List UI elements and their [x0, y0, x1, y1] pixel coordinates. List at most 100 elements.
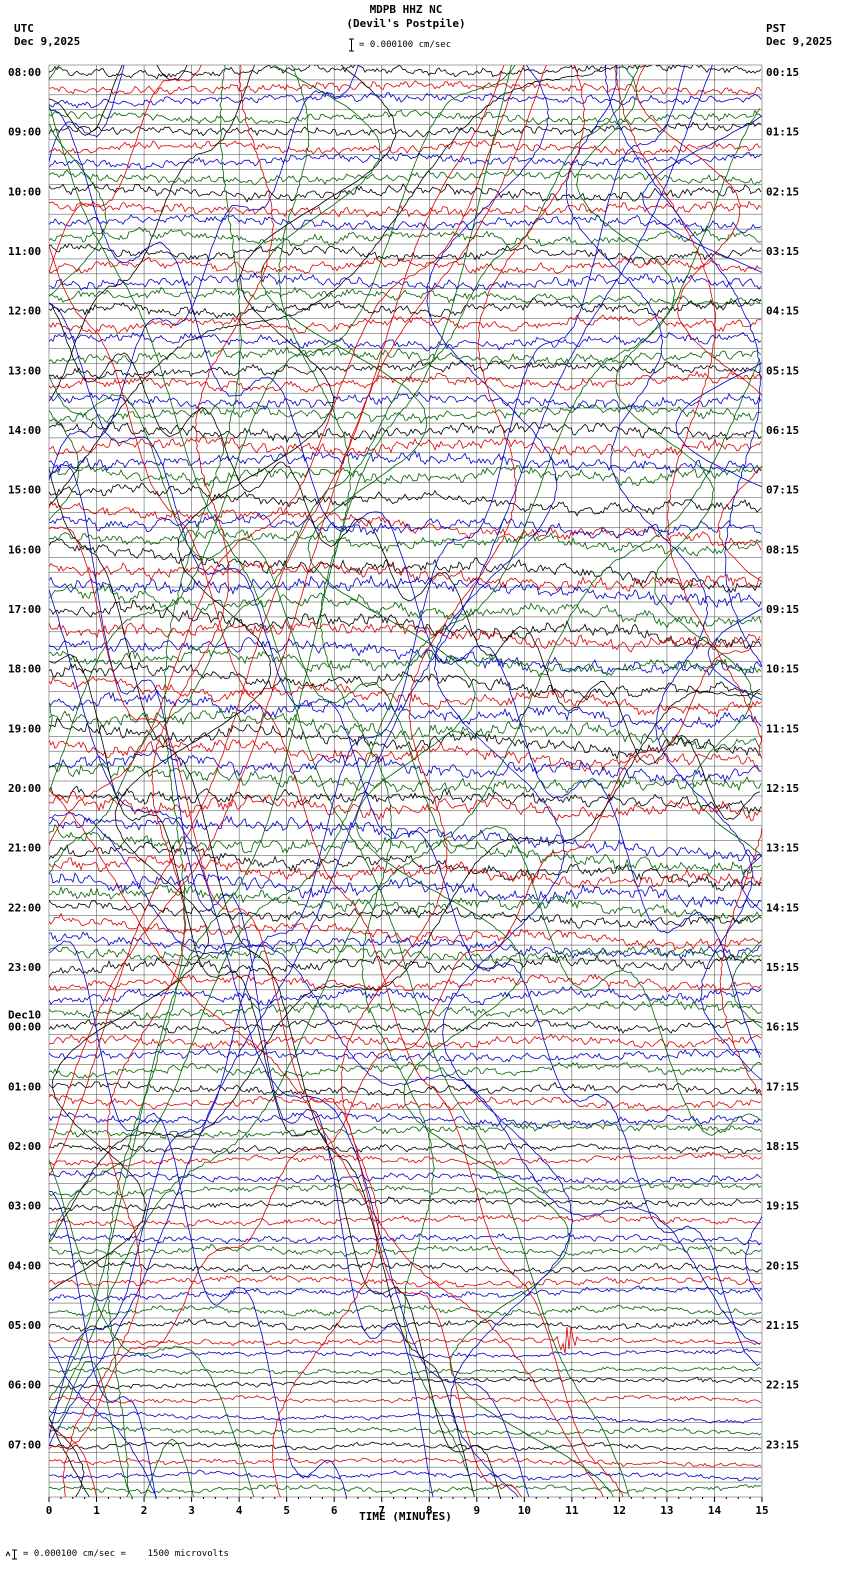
- seismic-trace-row-50: [49, 815, 762, 862]
- left-timezone-label: UTC: [14, 22, 34, 35]
- seismic-trace-wander: [49, 65, 505, 1177]
- seismic-trace-wander: [49, 65, 359, 480]
- left-time-label: 23:00: [8, 961, 41, 974]
- right-time-label: 18:15: [766, 1140, 799, 1153]
- x-tick-label: 4: [236, 1504, 243, 1517]
- seismic-trace-wander: [604, 65, 762, 668]
- left-time-label: 02:00: [8, 1140, 41, 1153]
- seismic-trace-row-6: [49, 152, 762, 170]
- left-time-label: 21:00: [8, 842, 41, 855]
- x-tick-label: 3: [188, 1504, 195, 1517]
- seismic-trace-row-81: [49, 1275, 762, 1288]
- seismic-trace-row-62: [49, 986, 762, 1006]
- right-time-label: 06:15: [766, 424, 799, 437]
- seismic-trace-wander: [49, 65, 516, 792]
- seismic-trace-wander: [49, 65, 547, 1150]
- x-axis-ticks: [48, 1497, 763, 1502]
- right-time-label: 02:15: [766, 185, 799, 198]
- seismic-trace-row-49: [49, 790, 762, 822]
- seismic-trace-row-0: [49, 65, 762, 80]
- x-tick-label: 13: [660, 1504, 673, 1517]
- footer-scale-text: = 0.000100 cm/sec = 1500 microvolts: [23, 1549, 229, 1559]
- left-time-label: 19:00: [8, 722, 41, 735]
- seismic-trace-row-18: [49, 331, 762, 352]
- left-time-label: 20:00: [8, 782, 41, 795]
- seismic-trace-row-71: [49, 1122, 762, 1139]
- seismic-trace-row-10: [49, 214, 762, 234]
- seismic-trace-wander: [49, 65, 619, 506]
- seismic-trace-wander: [426, 65, 574, 1497]
- left-time-label: 03:00: [8, 1200, 41, 1213]
- seismic-trace-row-8: [49, 182, 762, 203]
- seismic-trace-row-4: [49, 121, 762, 138]
- left-time-label: 09:00: [8, 126, 41, 139]
- seismic-trace-row-36: [49, 599, 762, 650]
- left-time-label: 22:00: [8, 901, 41, 914]
- seismic-trace-wander: [271, 65, 586, 1497]
- seismic-trace-row-68: [49, 1080, 762, 1096]
- seismic-trace-row-23: [49, 402, 762, 424]
- seismic-trace-wander: [635, 65, 762, 760]
- seismic-trace-wander: [49, 65, 255, 402]
- seismic-trace-row-15: [49, 286, 762, 309]
- seismic-trace-row-53: [49, 855, 762, 889]
- right-time-label: 19:15: [766, 1200, 799, 1213]
- seismic-trace-row-76: [49, 1196, 762, 1212]
- seismic-trace-wander: [49, 65, 525, 846]
- left-time-label: 13:00: [8, 364, 41, 377]
- seismic-trace-row-66: [49, 1047, 762, 1063]
- seismic-trace-row-80: [49, 1259, 762, 1275]
- seismic-trace-wander: [49, 108, 761, 1058]
- left-time-label: 10:00: [8, 185, 41, 198]
- seismic-trace-row-44: [49, 717, 762, 761]
- seismic-trace-row-9: [49, 200, 762, 218]
- seismic-trace-row-38: [49, 637, 762, 677]
- left-time-label: 06:00: [8, 1379, 41, 1392]
- left-time-label: 00:00: [8, 1021, 41, 1034]
- left-time-label: 18:00: [8, 663, 41, 676]
- footer-scale-bar-icon: [5, 1549, 17, 1560]
- seismic-trace-row-31: [49, 528, 762, 557]
- right-time-label: 11:15: [766, 722, 799, 735]
- seismic-trace-row-37: [49, 620, 762, 653]
- seismic-trace-row-74: [49, 1169, 762, 1185]
- seismic-trace-row-87: [49, 1366, 762, 1375]
- footer-scale: = 0.000100 cm/sec = 1500 microvolts: [5, 1548, 229, 1560]
- seismic-trace-wander: [49, 1424, 97, 1497]
- seismic-trace-wander: [49, 589, 530, 1497]
- seismic-trace-row-67: [49, 1061, 762, 1079]
- seismic-trace-row-19: [49, 346, 762, 367]
- seismic-trace-row-5: [49, 140, 762, 156]
- seismic-trace-wander: [49, 358, 761, 1419]
- seismic-trace-row-88: [49, 1376, 762, 1390]
- station-subtitle: (Devil's Postpile): [346, 17, 466, 30]
- seismic-trace-wander: [49, 105, 630, 1497]
- seismic-trace-row-94: [49, 1469, 761, 1482]
- x-axis-label: TIME (MINUTES): [359, 1510, 452, 1523]
- x-tick-label: 6: [331, 1504, 338, 1517]
- seismic-trace-row-95: [49, 1484, 761, 1495]
- seismic-trace-wander: [49, 1159, 255, 1497]
- seismic-trace-row-61: [49, 973, 762, 993]
- seismic-trace-row-79: [49, 1244, 762, 1258]
- seismic-trace-row-75: [49, 1180, 762, 1198]
- seismic-trace-wander: [49, 636, 761, 1449]
- seismic-trace-wander: [49, 65, 188, 136]
- seismic-trace-wander: [49, 812, 761, 1345]
- seismic-trace-row-63: [49, 997, 762, 1021]
- seismic-trace-row-28: [49, 483, 762, 517]
- right-time-label: 00:15: [766, 66, 799, 79]
- right-time-label: 22:15: [766, 1379, 799, 1392]
- left-time-label: 04:00: [8, 1259, 41, 1272]
- seismic-trace-row-91: [49, 1425, 762, 1437]
- right-time-label: 09:15: [766, 603, 799, 616]
- left-date-label: Dec 9,2025: [14, 35, 81, 48]
- seismic-trace-row-13: [49, 256, 761, 276]
- seismic-trace-row-54: [49, 872, 762, 909]
- seismic-trace-row-30: [49, 512, 762, 539]
- seismic-trace-row-47: [49, 762, 762, 795]
- seismic-trace-row-86: [49, 1348, 762, 1361]
- seismic-trace-wander: [49, 1361, 194, 1497]
